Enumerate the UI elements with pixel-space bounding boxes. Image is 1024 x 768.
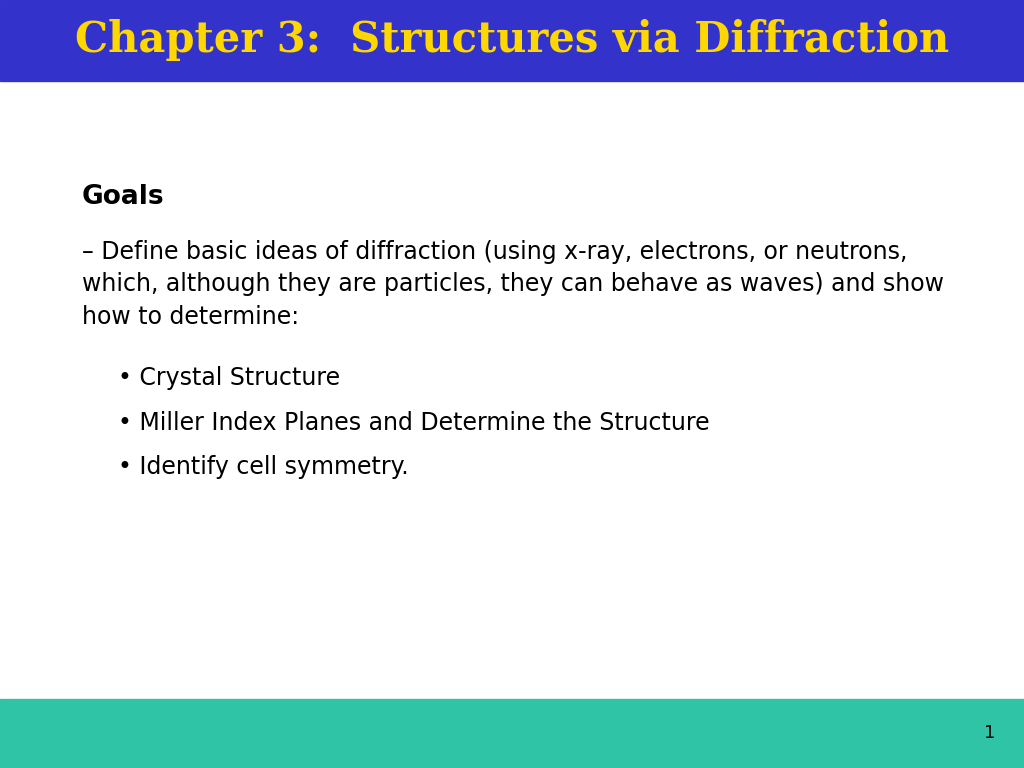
Text: Goals: Goals	[82, 184, 165, 210]
Text: – Define basic ideas of diffraction (using x-ray, electrons, or neutrons,
which,: – Define basic ideas of diffraction (usi…	[82, 240, 944, 329]
Text: 1: 1	[984, 724, 995, 743]
Text: • Crystal Structure: • Crystal Structure	[118, 366, 340, 390]
Text: • Miller Index Planes and Determine the Structure: • Miller Index Planes and Determine the …	[118, 411, 710, 435]
Text: • Identify cell symmetry.: • Identify cell symmetry.	[118, 455, 409, 479]
Bar	[0, 699, 1024, 768]
Text: Chapter 3:  Structures via Diffraction: Chapter 3: Structures via Diffraction	[75, 19, 949, 61]
Bar	[0, 0, 1024, 81]
